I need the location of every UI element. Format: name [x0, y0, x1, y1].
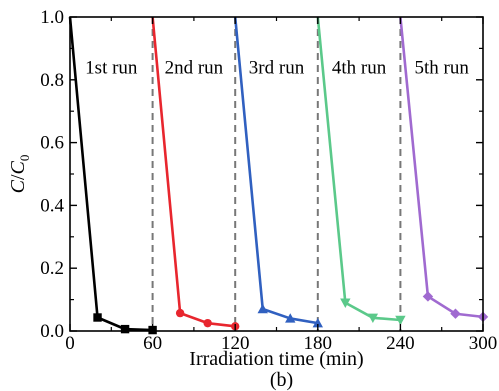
- run-label: 4th run: [332, 58, 387, 79]
- y-axis-title-subscript: 0: [17, 155, 32, 162]
- x-tick-label: 120: [221, 333, 250, 354]
- data-point: [120, 324, 130, 334]
- data-point: [175, 308, 185, 318]
- x-tick-label: 180: [304, 333, 333, 354]
- data-point: [257, 303, 268, 314]
- series-line: [399, 16, 484, 319]
- series-2nd-run: [151, 16, 240, 331]
- series-line: [151, 16, 236, 328]
- y-axis-title: C/C0: [7, 155, 32, 194]
- x-tick-label: 0: [65, 333, 75, 354]
- series-line: [316, 16, 401, 322]
- y-axis-title-sep: /: [7, 174, 29, 180]
- x-tick-label: 60: [143, 333, 162, 354]
- figure-caption: (b): [270, 369, 293, 391]
- run-label: 3rd run: [249, 58, 305, 79]
- data-point: [450, 308, 461, 319]
- series-group: [68, 16, 489, 335]
- y-axis-title-denom: C: [7, 160, 29, 174]
- run-label: 1st run: [85, 58, 138, 79]
- y-tick-label: 0.4: [40, 195, 64, 216]
- y-tick-label: 0.6: [40, 133, 64, 154]
- data-point: [93, 313, 102, 322]
- run-boundaries: [151, 17, 402, 331]
- data-point: [203, 318, 212, 328]
- series-line: [233, 16, 319, 325]
- series-3rd-run: [233, 16, 323, 328]
- x-tick-label: 240: [386, 333, 415, 354]
- series-line: [68, 16, 153, 332]
- run-label: 5th run: [415, 58, 470, 79]
- y-tick-label: 0.8: [40, 70, 64, 91]
- run-labels: 1st run 2nd run 3rd run 4th run 5th run: [85, 58, 469, 79]
- data-point: [340, 298, 351, 308]
- y-tick-label: 0.2: [40, 258, 64, 279]
- y-tick-label: 0.0: [40, 321, 64, 342]
- series-4th-run: [316, 16, 406, 326]
- y-axis-title-main: C: [7, 179, 29, 193]
- x-tick-label: 300: [469, 333, 498, 354]
- data-point: [367, 313, 379, 324]
- x-axis-title: Irradiation time (min): [189, 348, 363, 370]
- data-point: [395, 315, 406, 326]
- run-label: 2nd run: [165, 58, 224, 79]
- y-tick-label: 1.0: [40, 7, 64, 28]
- data-point: [422, 291, 434, 302]
- data-point: [285, 313, 296, 323]
- axes: 0 60 120 180 240 300 0.0 0.2 0.4 0.6 0.8 1.0: [40, 7, 497, 354]
- data-point: [312, 317, 323, 328]
